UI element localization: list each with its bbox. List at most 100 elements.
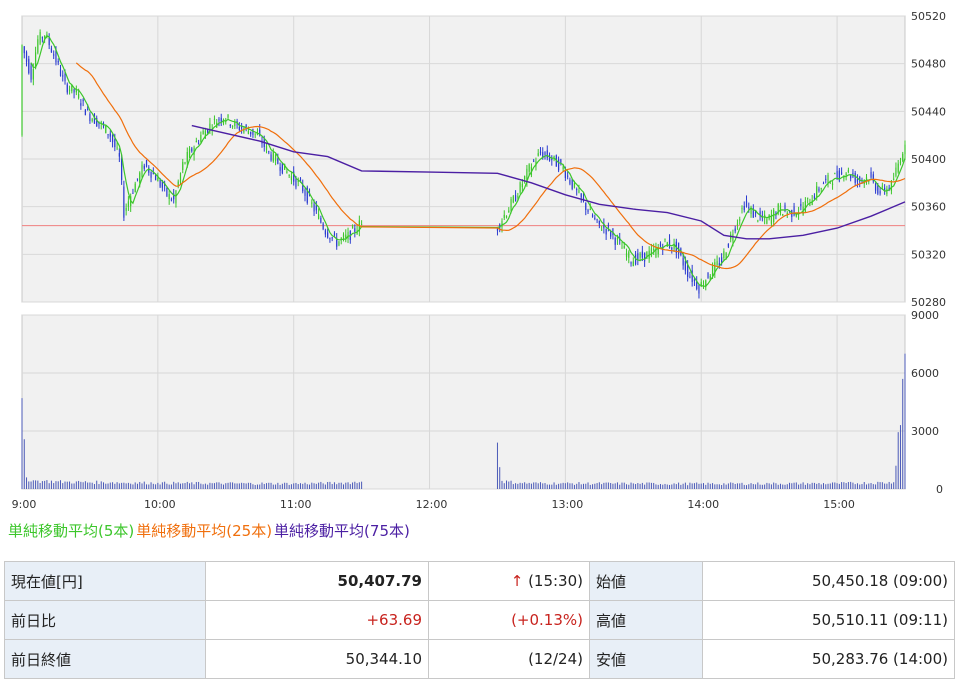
candle-body: [50, 48, 53, 53]
volume-bar: [277, 482, 279, 489]
candle-body: [759, 211, 761, 217]
candle-body: [143, 165, 145, 169]
volume-bar: [352, 482, 354, 489]
candle-body: [564, 171, 566, 178]
volume-bar: [121, 482, 123, 489]
volume-bar: [866, 484, 868, 489]
candle-body: [693, 279, 696, 282]
volume-bar: [766, 482, 768, 489]
volume-bar: [639, 483, 641, 489]
candle-body: [21, 45, 23, 136]
volume-bar: [358, 482, 360, 489]
volume-bar: [519, 482, 521, 489]
volume-bar: [78, 480, 80, 489]
volume-bar: [127, 482, 129, 489]
candle-body: [596, 219, 598, 221]
volume-bar: [139, 481, 141, 489]
candle-body: [179, 173, 182, 183]
volume-bar: [340, 482, 342, 489]
volume-bar: [820, 484, 822, 489]
x-tick-label: 12:00: [416, 498, 448, 511]
candle-body: [105, 125, 107, 134]
candle-body: [279, 166, 281, 171]
candle-body: [834, 173, 836, 175]
candle-body: [295, 176, 297, 188]
candle-body: [290, 176, 293, 181]
candle-body: [191, 148, 193, 152]
candle-body: [845, 173, 847, 175]
volume-bar: [143, 481, 145, 489]
volume-bar: [856, 483, 858, 489]
volume-bar: [535, 482, 537, 489]
volume-bar: [662, 484, 664, 489]
prev-close-label: 前日終値: [4, 639, 206, 679]
candle-body: [854, 172, 856, 183]
volume-bar: [299, 483, 301, 489]
volume-bar: [510, 480, 512, 489]
candle-body: [91, 119, 93, 121]
candle-body: [770, 214, 773, 224]
volume-bar: [700, 483, 702, 489]
volume-bar: [768, 483, 770, 489]
volume-bar: [723, 483, 725, 489]
candle-body: [684, 261, 686, 271]
candle-body: [322, 223, 324, 230]
volume-bar: [684, 482, 686, 489]
volume-bar: [132, 484, 134, 489]
candle-body: [259, 129, 261, 136]
volume-bar: [216, 482, 218, 489]
price-tick-label: 50520: [911, 10, 946, 23]
candle-body: [899, 161, 902, 164]
volume-bar: [693, 483, 695, 489]
candle-body: [351, 225, 354, 229]
candle-body: [268, 151, 270, 153]
volume-bar: [807, 483, 809, 489]
candle-body: [625, 253, 628, 257]
volume-bar: [288, 484, 290, 489]
volume-bar: [582, 483, 584, 489]
volume-bar: [671, 484, 673, 489]
x-tick-label: 9:00: [12, 498, 37, 511]
candle-body: [818, 188, 820, 191]
volume-bar: [884, 483, 886, 489]
low-label: 安値: [589, 639, 703, 679]
volume-bar: [306, 484, 308, 489]
candle-body: [512, 196, 514, 203]
candle-body: [272, 152, 274, 162]
volume-bar: [252, 484, 254, 489]
volume-bar: [822, 483, 824, 489]
candle-body: [671, 247, 673, 250]
volume-bar: [707, 482, 709, 489]
volume-bar: [506, 480, 508, 489]
volume-bar: [612, 483, 614, 489]
volume-bar: [816, 483, 818, 489]
volume-bar: [44, 480, 46, 489]
candle-body: [637, 253, 639, 260]
volume-bar: [843, 482, 845, 489]
candle-body: [37, 39, 39, 53]
candle-body: [157, 177, 159, 182]
volume-bar: [141, 483, 143, 489]
candle-body: [750, 207, 752, 215]
volume-bar: [798, 484, 800, 489]
volume-bar: [157, 482, 159, 489]
candle-body: [313, 204, 315, 212]
candle-body: [227, 114, 229, 118]
volume-bar: [50, 480, 52, 489]
volume-bar: [55, 481, 57, 489]
candle-body: [229, 124, 231, 127]
candle-body: [598, 220, 600, 225]
volume-bar: [272, 484, 274, 489]
volume-bar: [32, 480, 34, 489]
volume-bar: [309, 484, 311, 489]
candle-body: [186, 151, 188, 163]
volume-bar: [702, 483, 704, 489]
volume-bar: [159, 484, 161, 489]
candle-body: [161, 181, 163, 188]
candle-body: [687, 264, 689, 277]
candle-body: [865, 177, 868, 181]
volume-bar: [689, 482, 691, 489]
volume-bar: [223, 484, 225, 489]
volume-bar: [80, 481, 82, 489]
volume-bar: [834, 482, 836, 489]
